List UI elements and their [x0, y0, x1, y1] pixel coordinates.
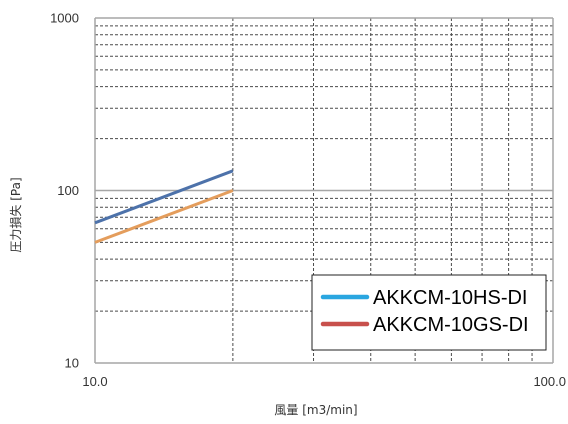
- series-line-akkcm-10gs-di: [94, 189, 234, 244]
- x-tick-label: 10.0: [82, 374, 107, 389]
- legend-entry-akkcm-10hs-di: AKKCM-10HS-DI: [320, 287, 527, 309]
- gridlines: [94, 17, 554, 364]
- y-axis-title: 圧力損失 [Pa]: [8, 177, 23, 252]
- tick-labels: 10 100 1000 10.0 100.0: [50, 11, 566, 389]
- legend-box: [311, 274, 547, 351]
- y-tick-label: 10: [65, 356, 79, 371]
- x-tick-label: 100.0: [533, 374, 566, 389]
- y-tick-label: 1000: [50, 11, 79, 26]
- x-axis-title: 風量 [m3/min]: [274, 403, 357, 417]
- series-lines: [94, 169, 234, 244]
- legend: AKKCM-10HS-DI AKKCM-10GS-DI: [311, 274, 547, 351]
- legend-label: AKKCM-10GS-DI: [373, 314, 529, 336]
- series-line-akkcm-10hs-di: [94, 169, 234, 225]
- legend-label: AKKCM-10HS-DI: [373, 287, 527, 309]
- y-tick-label: 100: [57, 183, 79, 198]
- legend-entry-akkcm-10gs-di: AKKCM-10GS-DI: [320, 314, 529, 336]
